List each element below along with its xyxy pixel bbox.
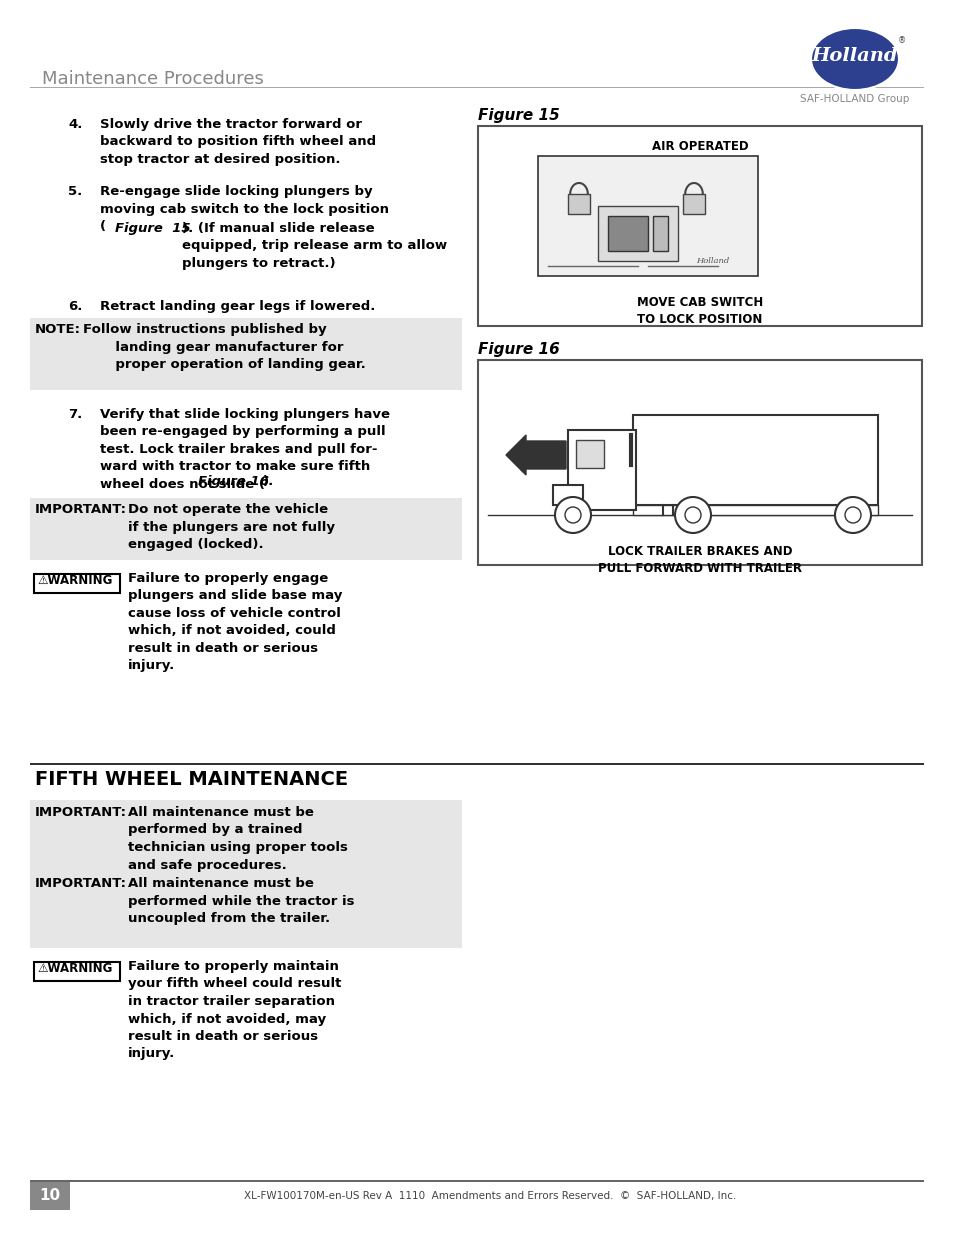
Bar [477, 126, 921, 326]
Text: Slowly drive the tractor forward or
backward to position fifth wheel and
stop tr: Slowly drive the tractor forward or back… [100, 119, 375, 165]
Text: Figure  15: Figure 15 [115, 222, 191, 235]
FancyBboxPatch shape [34, 574, 120, 593]
Text: Do not operate the vehicle
if the plungers are not fully
engaged (locked).: Do not operate the vehicle if the plunge… [128, 503, 335, 551]
Text: FIFTH WHEEL MAINTENANCE: FIFTH WHEEL MAINTENANCE [35, 769, 348, 789]
Circle shape [675, 496, 710, 534]
FancyBboxPatch shape [34, 962, 120, 981]
Text: 5.: 5. [68, 185, 82, 198]
Text: 4.: 4. [68, 119, 82, 131]
Bar [652, 216, 667, 251]
Text: Verify that slide locking plungers have
been re-engaged by performing a pull
tes: Verify that slide locking plungers have … [100, 408, 390, 492]
Text: ). (If manual slide release
equipped, trip release arm to allow
plungers to retr: ). (If manual slide release equipped, tr… [182, 222, 447, 270]
Text: ).: ). [263, 475, 274, 488]
Text: MOVE CAB SWITCH
TO LOCK POSITION: MOVE CAB SWITCH TO LOCK POSITION [637, 296, 762, 326]
Bar [537, 156, 758, 275]
Text: IMPORTANT:: IMPORTANT: [35, 503, 127, 516]
Text: Holland: Holland [811, 47, 898, 65]
Text: LOCK TRAILER BRAKES AND
PULL FORWARD WITH TRAILER: LOCK TRAILER BRAKES AND PULL FORWARD WIT… [598, 545, 801, 576]
Text: ®: ® [897, 36, 905, 44]
Bar [633, 415, 877, 505]
Text: NOTE:: NOTE: [35, 324, 81, 336]
Bar [30, 1179, 923, 1182]
Text: SAF-HOLLAND Group: SAF-HOLLAND Group [800, 94, 909, 104]
Text: Figure 15: Figure 15 [477, 107, 559, 124]
Text: IMPORTANT:: IMPORTANT: [35, 806, 127, 819]
Text: Figure 16: Figure 16 [477, 342, 559, 357]
Bar [682, 194, 704, 214]
Bar [30, 800, 461, 948]
Text: IMPORTANT:: IMPORTANT: [35, 877, 127, 890]
Bar [633, 505, 877, 515]
Text: XL-FW100170M-en-US Rev A  1110  Amendments and Errors Reserved.  ©  SAF-HOLLAND,: XL-FW100170M-en-US Rev A 1110 Amendments… [244, 1191, 736, 1200]
Bar [30, 1182, 70, 1210]
Ellipse shape [810, 28, 898, 90]
Text: Retract landing gear legs if lowered.: Retract landing gear legs if lowered. [100, 300, 375, 312]
Bar [607, 216, 647, 251]
Circle shape [564, 508, 580, 522]
Text: ⚠WARNING: ⚠WARNING [37, 962, 112, 974]
Circle shape [555, 496, 590, 534]
Circle shape [684, 508, 700, 522]
Bar [567, 194, 589, 214]
Circle shape [844, 508, 861, 522]
Text: All maintenance must be
performed while the tractor is
uncoupled from the traile: All maintenance must be performed while … [128, 877, 355, 925]
Text: All maintenance must be
performed by a trained
technician using proper tools
and: All maintenance must be performed by a t… [128, 806, 348, 872]
Text: Re-engage slide locking plungers by
moving cab switch to the lock position
(: Re-engage slide locking plungers by movi… [100, 185, 389, 233]
Text: 10: 10 [39, 1188, 60, 1203]
Bar [30, 763, 923, 764]
Bar [553, 485, 582, 505]
Text: 6.: 6. [68, 300, 82, 312]
Bar [30, 317, 461, 390]
Text: 7.: 7. [68, 408, 82, 421]
FancyArrow shape [505, 435, 565, 475]
Bar [576, 440, 603, 468]
Text: Failure to properly engage
plungers and slide base may
cause loss of vehicle con: Failure to properly engage plungers and … [128, 572, 342, 673]
Text: Failure to properly maintain
your fifth wheel could result
in tractor trailer se: Failure to properly maintain your fifth … [128, 960, 341, 1061]
Circle shape [834, 496, 870, 534]
Bar [567, 430, 636, 510]
Bar [477, 359, 921, 564]
Text: Follow instructions published by
       landing gear manufacturer for
       pro: Follow instructions published by landing… [83, 324, 365, 370]
Text: Holland: Holland [696, 257, 729, 266]
Text: Maintenance Procedures: Maintenance Procedures [42, 70, 264, 88]
Text: ⚠WARNING: ⚠WARNING [37, 574, 112, 587]
Text: AIR OPERATED: AIR OPERATED [651, 140, 747, 153]
Bar [30, 498, 461, 559]
Bar [598, 206, 678, 261]
Text: Figure 16: Figure 16 [198, 475, 269, 488]
